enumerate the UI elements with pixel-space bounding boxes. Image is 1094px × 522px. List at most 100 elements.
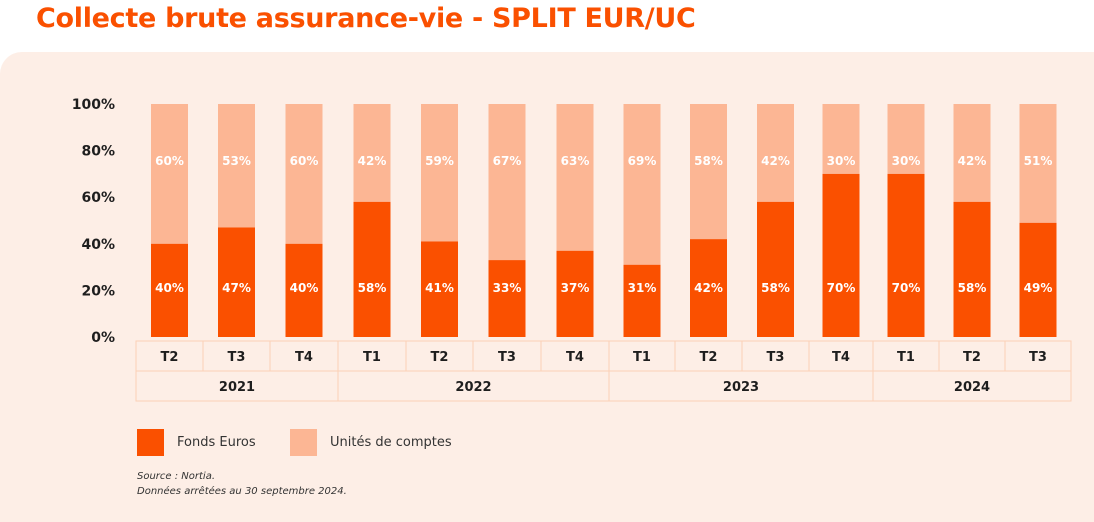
value-label-fonds-euros: 31% (628, 281, 657, 295)
value-label-unites-comptes: 51% (1024, 154, 1053, 168)
bar-stack: 58% 42% (953, 104, 991, 337)
x-tick-label-quarter: T1 (897, 350, 915, 365)
bar-fonds-euros (757, 201, 794, 337)
value-label-unites-comptes: 63% (561, 154, 590, 168)
value-label-unites-comptes: 30% (827, 154, 856, 168)
data-date-line: Données arrêtées au 30 septembre 2024. (137, 486, 347, 497)
bar-fonds-euros (623, 264, 661, 337)
value-label-fonds-euros: 40% (290, 281, 319, 295)
value-label-fonds-euros: 42% (694, 281, 723, 295)
legend-label-fonds-euros: Fonds Euros (177, 434, 256, 450)
bar-unites-comptes (218, 104, 255, 228)
bar-fonds-euros (218, 227, 255, 337)
bar-fonds-euros (556, 250, 594, 337)
bar-stack: 70% 30% (822, 104, 860, 337)
bar-fonds-euros (822, 173, 860, 337)
bars: 40% 60% 47% 53% 40% 60% 58% 42% 41% 59% 33% 67% 37% 6… (151, 104, 1057, 337)
x-axis-table: T2 T3 T4 T1 T2 T3 T4 T1 T2 T3 T4 T1 T2 T3 2021 2022 2023… (135, 340, 1072, 402)
chart-title: Collecte brute assurance-vie - SPLIT EUR… (36, 3, 696, 34)
bar-fonds-euros (488, 260, 526, 337)
bar-fonds-euros (690, 239, 727, 337)
bar-unites-comptes (556, 104, 594, 251)
value-label-unites-comptes: 42% (358, 154, 387, 168)
x-tick-label-quarter: T3 (228, 350, 246, 365)
bar-unites-comptes (623, 104, 661, 265)
bar-unites-comptes (757, 104, 794, 202)
bar-unites-comptes (822, 104, 860, 174)
bar-stack: 42% 58% (690, 104, 727, 337)
value-label-fonds-euros: 40% (155, 281, 184, 295)
y-tick-label: 60% (81, 190, 115, 206)
bar-fonds-euros (353, 201, 391, 337)
bar-stack: 40% 60% (151, 104, 188, 337)
bar-stack: 49% 51% (1019, 104, 1057, 337)
value-label-unites-comptes: 60% (290, 154, 319, 168)
bar-fonds-euros (421, 241, 458, 337)
x-group-label-year: 2024 (954, 380, 990, 395)
bar-unites-comptes (151, 104, 188, 244)
x-tick-label-quarter: T2 (431, 350, 449, 365)
bar-unites-comptes (488, 104, 526, 261)
value-label-unites-comptes: 53% (222, 154, 251, 168)
x-tick-label-quarter: T2 (161, 350, 179, 365)
value-label-fonds-euros: 33% (493, 281, 522, 295)
value-label-fonds-euros: 47% (222, 281, 251, 295)
bar-fonds-euros (887, 173, 925, 337)
bar-stack: 70% 30% (887, 104, 925, 337)
bar-unites-comptes (285, 104, 323, 244)
bar-stack: 47% 53% (218, 104, 255, 337)
y-tick-label: 20% (81, 283, 115, 299)
bar-fonds-euros (953, 201, 991, 337)
bar-unites-comptes (353, 104, 391, 202)
value-label-fonds-euros: 37% (561, 281, 590, 295)
x-tick-label-quarter: T2 (963, 350, 981, 365)
value-label-fonds-euros: 41% (425, 281, 454, 295)
bar-unites-comptes (953, 104, 991, 202)
y-tick-label: 100% (72, 97, 115, 113)
value-label-fonds-euros: 70% (827, 281, 856, 295)
x-group-label-year: 2023 (723, 380, 759, 395)
legend-swatch-unites-comptes (290, 428, 317, 456)
value-label-unites-comptes: 42% (958, 154, 987, 168)
bar-stack: 41% 59% (421, 104, 458, 337)
x-tick-label-quarter: T3 (767, 350, 785, 365)
legend-item-fonds-euros: Fonds Euros (137, 428, 256, 456)
bar-stack: 58% 42% (757, 104, 794, 337)
value-label-fonds-euros: 58% (761, 281, 790, 295)
value-label-fonds-euros: 58% (958, 281, 987, 295)
value-label-fonds-euros: 58% (358, 281, 387, 295)
x-tick-label-quarter: T4 (295, 350, 313, 365)
value-label-fonds-euros: 49% (1024, 281, 1053, 295)
bar-fonds-euros (285, 243, 323, 337)
legend-label-unites-comptes: Unités de comptes (330, 434, 452, 450)
bar-stack: 33% 67% (488, 104, 526, 337)
source-note: Source : Nortia. Données arrêtées au 30 … (137, 469, 347, 499)
bar-unites-comptes (690, 104, 727, 240)
value-label-unites-comptes: 69% (628, 154, 657, 168)
bar-stack: 40% 60% (285, 104, 323, 337)
y-tick-label: 80% (81, 144, 115, 160)
x-tick-label-quarter: T1 (633, 350, 651, 365)
value-label-unites-comptes: 42% (761, 154, 790, 168)
x-tick-label-quarter: T3 (498, 350, 516, 365)
value-label-unites-comptes: 67% (493, 154, 522, 168)
x-tick-label-quarter: T1 (363, 350, 381, 365)
value-label-unites-comptes: 59% (425, 154, 454, 168)
y-tick-label: 0% (91, 330, 115, 346)
bar-unites-comptes (1019, 104, 1057, 223)
y-axis: 0% 20% 40% 60% 80% 100% (72, 97, 115, 346)
x-group-label-year: 2022 (455, 380, 491, 395)
source-line: Source : Nortia. (137, 471, 216, 482)
value-label-fonds-euros: 70% (892, 281, 921, 295)
bar-fonds-euros (151, 243, 188, 337)
x-tick-label-quarter: T2 (700, 350, 718, 365)
bar-stack: 31% 69% (623, 104, 661, 337)
x-tick-label-quarter: T4 (832, 350, 850, 365)
bar-stack: 37% 63% (556, 104, 594, 337)
x-tick-label-quarter: T4 (566, 350, 584, 365)
legend-item-unites-comptes: Unités de comptes (290, 428, 452, 456)
y-tick-label: 40% (81, 237, 115, 253)
value-label-unites-comptes: 60% (155, 154, 184, 168)
bar-unites-comptes (887, 104, 925, 174)
